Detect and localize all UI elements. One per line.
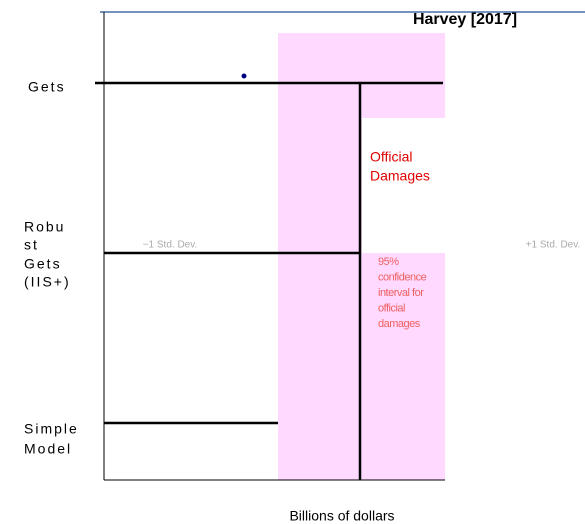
row-label: Simple	[24, 421, 79, 437]
multiline-texts: Gets Robu st Gets (IIS+) Simple Model Official D…	[24, 79, 430, 457]
std-band	[278, 33, 362, 480]
official-label: Damages	[370, 168, 430, 184]
row-label: Gets	[28, 79, 66, 95]
plus-sd: +1 Std. Dev.	[526, 240, 581, 251]
interval-label: damages	[378, 318, 421, 330]
row-label: st	[24, 237, 39, 253]
row-label: Robu	[24, 219, 65, 235]
interval-label: confidence	[378, 271, 427, 283]
title: Harvey [2017]	[413, 11, 517, 28]
interval-label: official	[378, 302, 405, 314]
row-label: Model	[24, 441, 72, 457]
std-band-lower	[362, 253, 445, 480]
interval-label: 95%	[378, 256, 399, 268]
minus-sd: −1 Std. Dev.	[143, 240, 198, 251]
interval-label: interval for	[378, 287, 424, 299]
std-band-upper	[362, 33, 445, 118]
x-label: Billions of dollars	[289, 508, 394, 524]
row-label: Gets	[24, 256, 62, 272]
row-label: (IIS+)	[24, 274, 71, 290]
point	[241, 73, 247, 79]
official-label: Official	[370, 149, 413, 165]
